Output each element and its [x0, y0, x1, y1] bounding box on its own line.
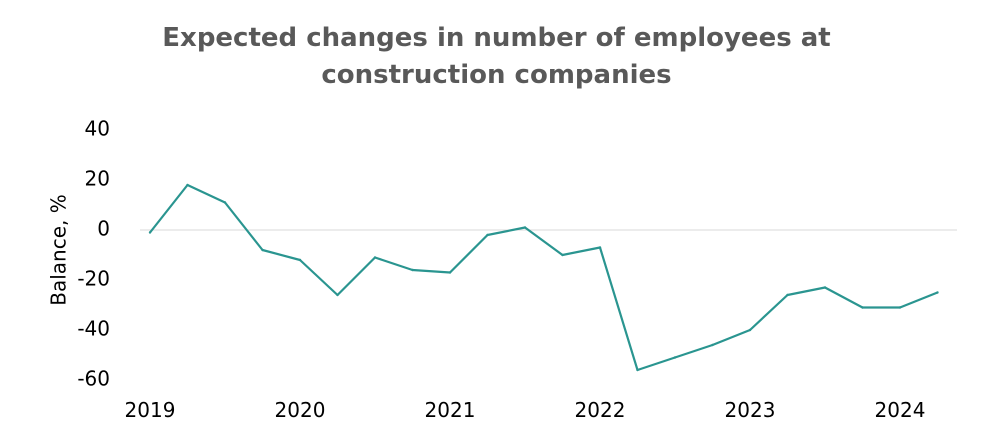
data-point [636, 368, 639, 372]
data-point [561, 253, 564, 257]
data-point [298, 258, 302, 262]
data-point [786, 293, 789, 297]
data-point [373, 256, 377, 259]
x-tick-label: 2023 [725, 398, 776, 422]
y-tick-label: -20 [77, 267, 110, 291]
series-line [149, 183, 938, 372]
data-point [486, 233, 489, 237]
data-point [898, 306, 902, 309]
data-point [336, 293, 339, 297]
data-point [936, 291, 939, 294]
x-axis-ticks: 2019 2020 2021 2022 2023 2024 [125, 398, 926, 422]
data-point [523, 226, 527, 229]
y-axis-ticks: -60 -40 -20 0 20 40 [77, 117, 110, 391]
chart-title-line-1: Expected changes in number of employees … [162, 23, 831, 53]
x-tick-label: 2021 [425, 398, 476, 422]
data-point [598, 246, 602, 249]
y-axis-label: Balance, % [47, 194, 71, 305]
data-point [411, 268, 414, 272]
data-point [261, 248, 264, 252]
y-tick-label: -40 [77, 317, 110, 341]
data-point [148, 231, 152, 234]
data-point [223, 201, 227, 204]
data-point [748, 328, 752, 332]
series-group [148, 183, 939, 372]
y-tick-label: -60 [77, 367, 110, 391]
x-tick-label: 2022 [575, 398, 626, 422]
data-point [673, 356, 677, 359]
y-tick-label: 20 [85, 167, 110, 191]
data-point [711, 343, 714, 347]
chart-title: Expected changes in number of employees … [0, 20, 993, 94]
data-point [448, 271, 452, 274]
x-tick-label: 2024 [875, 398, 926, 422]
y-tick-label: 40 [85, 117, 110, 141]
data-point [861, 306, 864, 309]
chart-title-line-2: construction companies [321, 60, 672, 90]
y-tick-label: 0 [97, 217, 110, 241]
data-point [823, 286, 827, 289]
x-tick-label: 2019 [125, 398, 176, 422]
data-point [186, 183, 189, 187]
x-tick-label: 2020 [275, 398, 326, 422]
